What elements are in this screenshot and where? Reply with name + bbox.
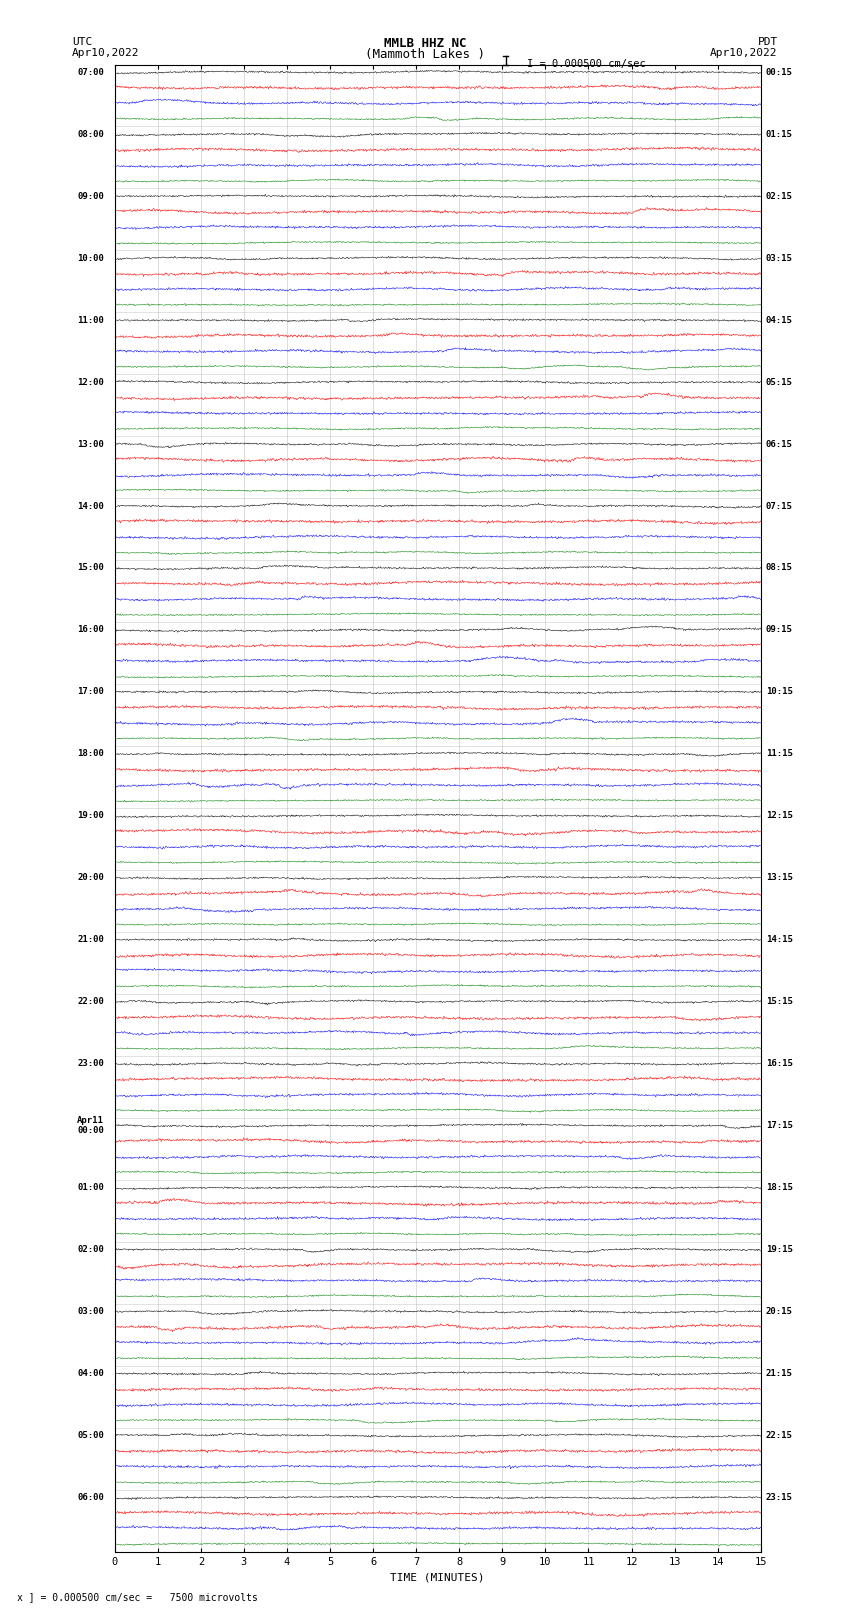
Text: MMLB HHZ NC: MMLB HHZ NC — [383, 37, 467, 50]
Text: 02:00: 02:00 — [77, 1245, 104, 1255]
Text: PDT: PDT — [757, 37, 778, 47]
Text: 16:00: 16:00 — [77, 626, 104, 634]
Text: 14:15: 14:15 — [766, 936, 793, 944]
Text: 15:15: 15:15 — [766, 997, 793, 1007]
Text: Apr11
00:00: Apr11 00:00 — [77, 1116, 104, 1136]
Text: 04:00: 04:00 — [77, 1369, 104, 1378]
Text: 09:15: 09:15 — [766, 626, 793, 634]
Text: UTC: UTC — [72, 37, 93, 47]
Text: 06:15: 06:15 — [766, 440, 793, 448]
Text: 19:15: 19:15 — [766, 1245, 793, 1255]
Text: 15:00: 15:00 — [77, 563, 104, 573]
Text: 12:00: 12:00 — [77, 377, 104, 387]
Text: 01:15: 01:15 — [766, 129, 793, 139]
Text: 02:15: 02:15 — [766, 192, 793, 200]
Text: 01:00: 01:00 — [77, 1184, 104, 1192]
Text: 08:15: 08:15 — [766, 563, 793, 573]
X-axis label: TIME (MINUTES): TIME (MINUTES) — [390, 1573, 485, 1582]
Text: 12:15: 12:15 — [766, 811, 793, 821]
Text: 08:00: 08:00 — [77, 129, 104, 139]
Text: 18:15: 18:15 — [766, 1184, 793, 1192]
Text: 21:00: 21:00 — [77, 936, 104, 944]
Text: 22:15: 22:15 — [766, 1431, 793, 1440]
Text: 05:00: 05:00 — [77, 1431, 104, 1440]
Text: 10:00: 10:00 — [77, 253, 104, 263]
Text: I = 0.000500 cm/sec: I = 0.000500 cm/sec — [527, 58, 646, 69]
Text: 20:15: 20:15 — [766, 1307, 793, 1316]
Text: 20:00: 20:00 — [77, 873, 104, 882]
Text: 22:00: 22:00 — [77, 997, 104, 1007]
Text: 09:00: 09:00 — [77, 192, 104, 200]
Text: 23:15: 23:15 — [766, 1494, 793, 1502]
Text: 13:15: 13:15 — [766, 873, 793, 882]
Text: 10:15: 10:15 — [766, 687, 793, 697]
Text: 17:15: 17:15 — [766, 1121, 793, 1131]
Text: 00:15: 00:15 — [766, 68, 793, 77]
Text: 03:00: 03:00 — [77, 1307, 104, 1316]
Text: 03:15: 03:15 — [766, 253, 793, 263]
Text: 16:15: 16:15 — [766, 1060, 793, 1068]
Text: 04:15: 04:15 — [766, 316, 793, 324]
Text: 11:15: 11:15 — [766, 750, 793, 758]
Text: 23:00: 23:00 — [77, 1060, 104, 1068]
Text: 11:00: 11:00 — [77, 316, 104, 324]
Text: 17:00: 17:00 — [77, 687, 104, 697]
Text: Apr10,2022: Apr10,2022 — [72, 48, 139, 58]
Text: 19:00: 19:00 — [77, 811, 104, 821]
Text: Apr10,2022: Apr10,2022 — [711, 48, 778, 58]
Text: (Mammoth Lakes ): (Mammoth Lakes ) — [365, 48, 485, 61]
Text: 18:00: 18:00 — [77, 750, 104, 758]
Text: 05:15: 05:15 — [766, 377, 793, 387]
Text: 07:00: 07:00 — [77, 68, 104, 77]
Text: 06:00: 06:00 — [77, 1494, 104, 1502]
Text: 13:00: 13:00 — [77, 440, 104, 448]
Text: 21:15: 21:15 — [766, 1369, 793, 1378]
Text: 14:00: 14:00 — [77, 502, 104, 511]
Text: 07:15: 07:15 — [766, 502, 793, 511]
Text: x ] = 0.000500 cm/sec =   7500 microvolts: x ] = 0.000500 cm/sec = 7500 microvolts — [17, 1592, 258, 1602]
